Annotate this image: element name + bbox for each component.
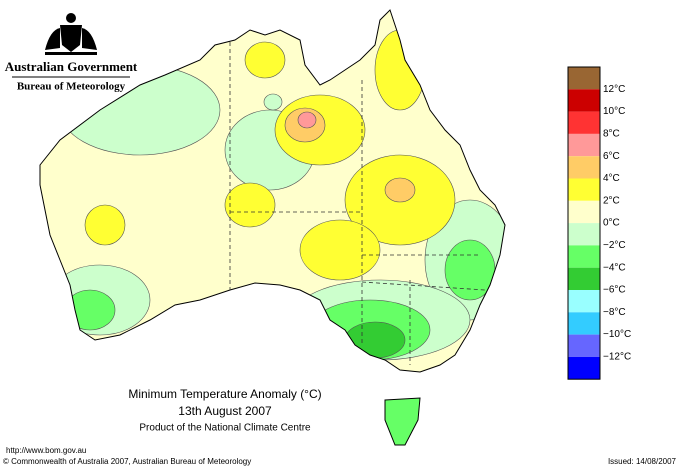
legend-swatch xyxy=(568,290,600,313)
legend-swatch xyxy=(568,334,600,357)
legend-swatch xyxy=(568,200,600,224)
legend-swatch xyxy=(568,111,600,134)
legend-label: 8°C xyxy=(603,129,620,140)
legend-label: 2°C xyxy=(603,195,620,206)
agency: Bureau of Meteorology xyxy=(17,81,126,93)
legend-swatch xyxy=(568,89,600,112)
legend-label: −12°C xyxy=(603,352,631,363)
legend-swatch xyxy=(568,178,600,201)
issued: Issued: 14/08/2007 xyxy=(608,457,677,466)
tasmania xyxy=(384,397,421,446)
legend-label: 6°C xyxy=(603,151,620,162)
australia-map xyxy=(39,9,506,446)
government: Australian Government xyxy=(5,59,138,74)
legend-label: −2°C xyxy=(603,240,626,251)
legend-frame xyxy=(567,66,601,380)
map-product: Product of the National Climate Centre xyxy=(139,423,311,434)
legend-swatch xyxy=(568,312,600,335)
legend-label: −4°C xyxy=(603,262,626,273)
url: http://www.bom.gov.au xyxy=(6,446,86,455)
legend-swatch xyxy=(568,67,600,90)
map-date: 13th August 2007 xyxy=(178,404,272,418)
legend-label: −10°C xyxy=(603,329,631,340)
map-title: Minimum Temperature Anomaly (°C) xyxy=(128,387,321,401)
legend-swatch xyxy=(568,223,600,246)
legend-swatch xyxy=(568,156,600,179)
crest xyxy=(45,13,97,55)
legend-label: 4°C xyxy=(603,173,620,184)
legend-label: 10°C xyxy=(603,106,625,117)
legend-swatch xyxy=(568,267,600,290)
legend-label: 0°C xyxy=(603,218,620,229)
copyright: © Commonwealth of Australia 2007, Austra… xyxy=(3,457,251,466)
legend-swatch xyxy=(568,356,600,380)
legend-label: 12°C xyxy=(603,84,625,95)
legend-label: −6°C xyxy=(603,285,626,296)
legend: 12°C 10°C 8°C 6°C 4°C 2°C 0°C −2°C −4°C −6°C −8°C −… xyxy=(567,66,631,380)
legend-swatch xyxy=(568,133,600,157)
legend-label: −8°C xyxy=(603,307,626,318)
legend-swatch xyxy=(568,245,600,268)
